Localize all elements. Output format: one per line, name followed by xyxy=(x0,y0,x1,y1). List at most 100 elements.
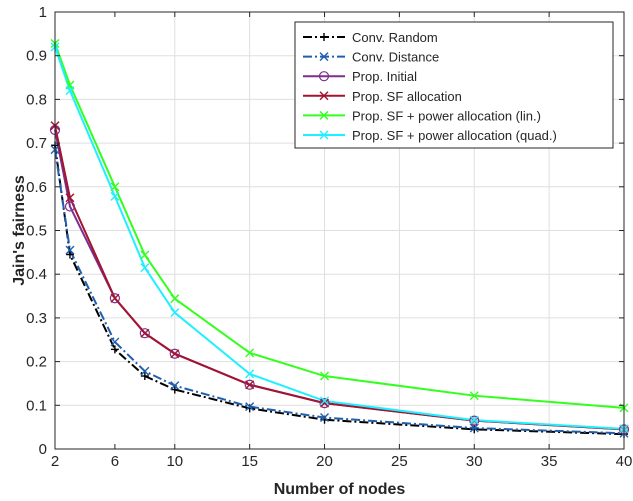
data-point-conv-distance xyxy=(65,245,75,255)
marker-stroke xyxy=(245,369,255,379)
legend-entry-prop-sf-power-allocation-quad: Prop. SF + power allocation (quad.) xyxy=(303,128,557,143)
data-point-conv-random xyxy=(65,250,74,259)
y-tick-label: 0.1 xyxy=(26,397,47,414)
marker-stroke xyxy=(469,415,479,425)
y-tick-label: 1 xyxy=(39,4,47,21)
data-point-conv-distance xyxy=(110,337,120,347)
data-point-prop-initial xyxy=(319,398,330,409)
marker-stroke xyxy=(320,396,330,406)
x-axis-title: Number of nodes xyxy=(274,481,406,498)
legend-entry-conv-random: Conv. Random xyxy=(303,30,438,45)
x-tick-label: 10 xyxy=(166,453,183,470)
legend-label: Prop. SF + power allocation (lin.) xyxy=(352,108,541,123)
x-tick-label: 30 xyxy=(466,453,483,470)
marker-stroke xyxy=(320,371,330,381)
y-tick-label: 0.8 xyxy=(26,91,47,108)
data-point-conv-random xyxy=(140,372,149,381)
data-point-conv-distance xyxy=(140,366,150,376)
marker-stroke xyxy=(110,191,120,201)
legend-label: Prop. SF + power allocation (quad.) xyxy=(352,128,557,143)
y-tick-label: 0.9 xyxy=(26,48,47,65)
marker-stroke xyxy=(140,366,150,376)
marker-stroke xyxy=(65,193,75,203)
data-point-prop-sf-allocation xyxy=(140,328,150,338)
marker-stroke xyxy=(140,250,150,260)
x-tick-label: 20 xyxy=(316,453,333,470)
data-point-prop-sf-allocation xyxy=(320,398,330,408)
data-point-prop-sf-allocation xyxy=(110,293,120,303)
y-tick-labels: 0 0.1 0.2 0.3 0.4 0.5 0.6 0.7 0.8 0.9 1 xyxy=(26,4,47,458)
x-tick-label: 35 xyxy=(541,453,558,470)
data-point-conv-random xyxy=(470,425,479,434)
legend: Conv. Random Conv. Distance Prop. Initial P… xyxy=(294,21,614,149)
marker-stroke xyxy=(65,245,75,255)
marker-stroke xyxy=(245,348,255,358)
legend-label: Conv. Random xyxy=(352,30,438,45)
data-point-conv-distance xyxy=(170,381,180,391)
x-tick-label: 2 xyxy=(51,453,59,470)
data-point-prop-sf-power-allocation-quad xyxy=(110,191,120,201)
legend-swatch-marker xyxy=(320,33,328,41)
data-point-prop-initial xyxy=(139,328,150,339)
legend-swatch-marker xyxy=(319,52,329,62)
marker-stroke xyxy=(170,381,180,391)
data-point-prop-sf-power-allocation-quad xyxy=(320,396,330,406)
data-point-conv-random xyxy=(170,385,179,394)
x-tick-label: 15 xyxy=(241,453,258,470)
marker-stroke xyxy=(469,423,479,433)
legend-entry-prop-sf-allocation: Prop. SF allocation xyxy=(303,89,462,104)
data-point-conv-random xyxy=(110,345,119,354)
marker-stroke xyxy=(170,349,180,359)
y-tick-label: 0 xyxy=(39,441,47,458)
y-tick-label: 0.2 xyxy=(26,354,47,371)
marker-stroke xyxy=(469,391,479,401)
marker-stroke xyxy=(319,110,329,120)
data-point-conv-distance xyxy=(245,402,255,412)
data-point-prop-sf-allocation xyxy=(170,349,180,359)
data-point-prop-sf-power-allocation-lin xyxy=(469,391,479,401)
data-point-prop-sf-power-allocation-lin xyxy=(320,371,330,381)
marker-stroke xyxy=(110,337,120,347)
marker-stroke xyxy=(245,380,255,390)
data-point-prop-sf-power-allocation-quad xyxy=(170,308,180,318)
data-point-conv-distance xyxy=(469,423,479,433)
legend-swatch-marker xyxy=(318,71,330,82)
legend-box xyxy=(294,21,614,149)
data-point-prop-sf-power-allocation-lin xyxy=(245,348,255,358)
data-point-prop-sf-power-allocation-quad xyxy=(469,415,479,425)
data-point-prop-initial xyxy=(64,201,76,212)
data-point-prop-initial xyxy=(244,379,255,390)
legend-entry-prop-sf-power-allocation-lin: Prop. SF + power allocation (lin.) xyxy=(303,108,541,123)
data-point-prop-sf-power-allocation-quad xyxy=(65,86,75,96)
marker-stroke xyxy=(320,413,330,423)
y-tick-label: 0.3 xyxy=(26,310,47,327)
marker-stroke xyxy=(319,130,329,140)
legend-entries: Conv. Random Conv. Distance Prop. Initial P… xyxy=(303,30,557,143)
y-axis-title: Jain's fairness xyxy=(11,175,28,286)
marker-stroke xyxy=(65,86,75,96)
legend-label: Prop. SF allocation xyxy=(352,89,462,104)
marker-stroke xyxy=(319,91,329,101)
legend-swatch-marker xyxy=(319,110,329,120)
marker-stroke xyxy=(170,294,180,304)
legend-entry-conv-distance: Conv. Distance xyxy=(303,50,439,65)
marker-stroke xyxy=(110,182,120,192)
data-point-prop-sf-allocation xyxy=(65,193,75,203)
marker-stroke xyxy=(140,263,150,273)
legend-swatch-marker xyxy=(319,130,329,140)
axis-ticks xyxy=(54,11,625,450)
marker-stroke xyxy=(320,398,330,408)
legend-swatch-marker xyxy=(319,91,329,101)
y-tick-label: 0.4 xyxy=(26,266,47,283)
data-point-prop-sf-allocation xyxy=(245,380,255,390)
y-tick-label: 0.7 xyxy=(26,135,47,152)
x-tick-label: 40 xyxy=(616,453,633,470)
data-point-prop-initial xyxy=(169,348,180,359)
data-point-conv-distance xyxy=(320,413,330,423)
x-tick-label: 25 xyxy=(391,453,408,470)
marker-stroke xyxy=(110,293,120,303)
x-tick-labels: 10 15 20 25 30 35 40 2 6 xyxy=(51,453,633,470)
data-point-prop-sf-power-allocation-lin xyxy=(110,182,120,192)
legend-label: Conv. Distance xyxy=(352,50,439,65)
